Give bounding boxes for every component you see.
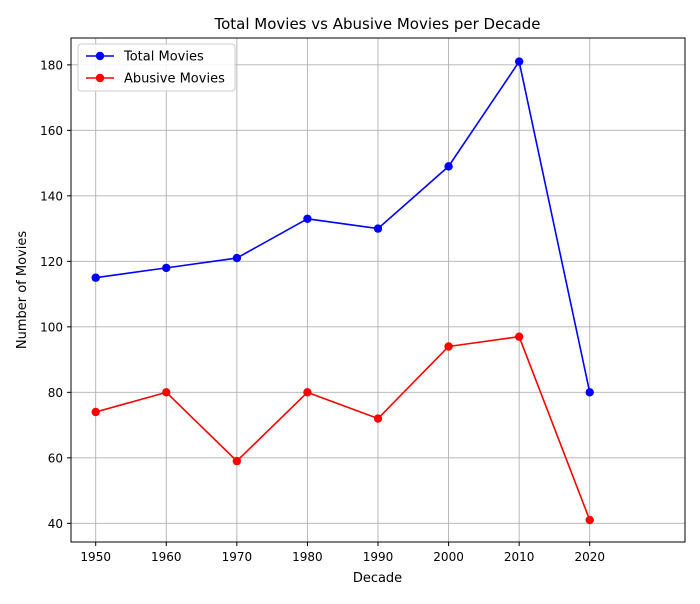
data-point-abusive-movies: [373, 414, 383, 423]
x-tick-label: 1960: [151, 550, 182, 564]
data-point-total-movies: [232, 253, 242, 263]
x-tick-label: 1970: [222, 550, 253, 564]
y-tick-label: 60: [48, 451, 63, 465]
data-point-abusive-movies: [91, 407, 100, 417]
x-tick-label: 1990: [363, 550, 394, 564]
data-point-total-movies: [585, 388, 594, 397]
legend-box: [77, 43, 236, 92]
series-total-movies: [91, 57, 594, 397]
x-tick-label: 1980: [292, 550, 323, 564]
data-point-abusive-movies: [444, 342, 453, 351]
x-tick-label: 2010: [504, 550, 535, 564]
y-tick-label: 100: [40, 320, 63, 334]
y-axis-label: Number of Movies: [15, 231, 30, 349]
data-point-total-movies: [444, 162, 453, 171]
y-tick-label: 160: [40, 124, 63, 138]
legend-marker: [95, 73, 105, 83]
data-point-abusive-movies: [232, 456, 242, 466]
data-point-total-movies: [514, 57, 524, 66]
legend-label: Total Movies: [123, 50, 204, 65]
data-point-total-movies: [91, 273, 100, 282]
data-point-abusive-movies: [514, 332, 524, 341]
data-point-total-movies: [373, 224, 383, 233]
legend-label: Abusive Movies: [124, 72, 225, 87]
legend-item-abusive-movies: Abusive Movies: [86, 72, 225, 87]
x-tick-label: 2020: [574, 550, 605, 564]
y-tick-label: 120: [40, 255, 63, 269]
y-tick-label: 80: [48, 386, 63, 400]
legend: Total Movies Abusive Movies: [77, 43, 236, 92]
data-point-abusive-movies: [585, 515, 594, 525]
data-point-abusive-movies: [303, 388, 312, 397]
y-tick-label: 140: [40, 189, 63, 203]
tick-layer: 1950 1960 1970 1980 1990 2000 2010 2020 40 60 80 10…: [40, 58, 605, 564]
x-tick-label: 1950: [80, 550, 111, 564]
x-tick-label: 2000: [433, 550, 464, 564]
grid-layer: [71, 38, 685, 542]
series-line-abusive-movies: [95, 335, 591, 521]
x-axis-label: Decade: [353, 571, 402, 586]
series-abusive-movies: [91, 332, 594, 525]
chart-title: Total Movies vs Abusive Movies per Decad…: [213, 15, 540, 33]
legend-marker: [95, 51, 105, 61]
series-line-total-movies: [95, 60, 591, 393]
data-point-total-movies: [162, 263, 171, 273]
series-layer: [91, 57, 594, 525]
y-tick-label: 180: [40, 58, 63, 72]
y-tick-label: 40: [48, 517, 63, 531]
data-point-abusive-movies: [162, 388, 171, 397]
data-point-total-movies: [303, 214, 312, 223]
legend-item-total-movies: Total Movies: [86, 50, 204, 65]
